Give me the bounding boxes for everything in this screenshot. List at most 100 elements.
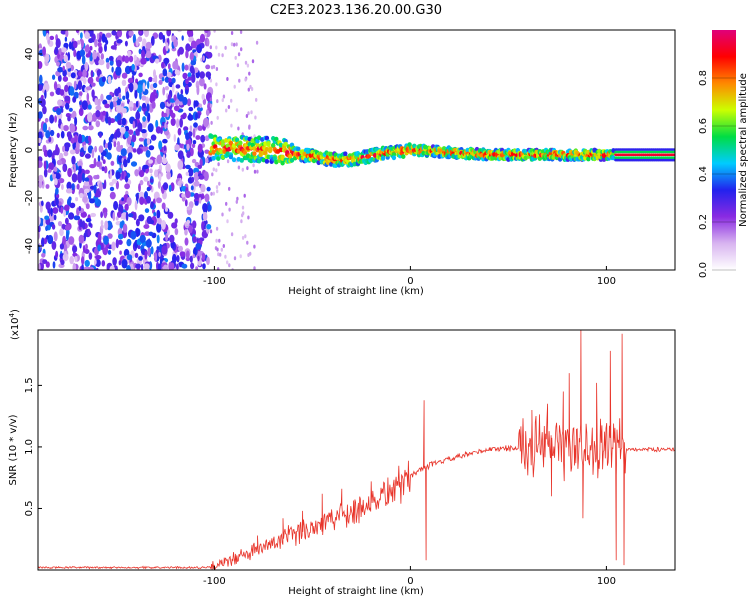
heatmap-cell (135, 218, 140, 227)
heatmap-cell (187, 72, 192, 78)
heatmap-cell (94, 259, 97, 265)
heatmap-cell (157, 263, 162, 270)
heatmap-cell (244, 234, 247, 239)
heatmap-cell (172, 253, 177, 264)
heatmap-cell (109, 91, 113, 97)
heatmap-cell (166, 171, 172, 180)
heatmap-cell (228, 263, 231, 268)
heatmap-cell (65, 30, 69, 38)
heatmap-cell (234, 137, 240, 143)
heatmap-cell (84, 31, 90, 39)
heatmap-cell (235, 42, 238, 47)
heatmap-cell (79, 219, 83, 228)
heatmap-cell (133, 54, 137, 61)
heatmap-cell (162, 86, 166, 96)
heatmap-cell (156, 197, 162, 204)
heatmap-cell (44, 215, 50, 221)
heatmap-cell (141, 95, 147, 101)
heatmap-cell (209, 78, 213, 83)
heatmap-cell (186, 151, 191, 158)
heatmap-cell (112, 96, 118, 102)
heatmap-cell (107, 249, 112, 255)
heatmap-cell (53, 166, 58, 172)
heatmap-cell (215, 45, 218, 50)
heatmap-cell (101, 110, 107, 116)
heatmap-cell (205, 108, 210, 117)
heatmap-cell (91, 89, 95, 98)
heatmap-cell (88, 222, 92, 227)
heatmap-cell (401, 154, 406, 160)
heatmap-cell (252, 151, 257, 157)
spectrogram-cells (38, 30, 675, 270)
colorbar-ticks: 0.0 0.2 0.4 0.6 0.8 (698, 70, 736, 278)
heatmap-cell (81, 256, 85, 265)
y-tick-label: 20 (24, 96, 35, 109)
heatmap-cell (247, 215, 250, 220)
heatmap-cell (138, 183, 141, 193)
heatmap-cell (224, 45, 227, 50)
heatmap-cell (78, 234, 85, 244)
heatmap-cell (138, 30, 142, 35)
heatmap-cell (228, 186, 231, 191)
heatmap-cell (58, 118, 62, 126)
heatmap-cell (170, 112, 176, 119)
heatmap-cell (246, 63, 250, 68)
heatmap-cell (253, 244, 256, 249)
heatmap-cell (105, 57, 110, 64)
heatmap-cell (172, 60, 179, 70)
heatmap-cell (228, 154, 234, 160)
heatmap-cell (193, 122, 198, 128)
heatmap-cell (102, 159, 106, 165)
heatmap-cell (152, 77, 157, 83)
heatmap-cell (127, 50, 132, 57)
heatmap-cell (213, 30, 216, 33)
heatmap-cell (241, 205, 245, 210)
heatmap-cell (107, 116, 112, 126)
snr-x-label: Height of straight line (km) (288, 586, 424, 597)
snr-y-multiplier: (x104) (8, 309, 21, 340)
heatmap-cell (117, 239, 123, 245)
heatmap-cell (206, 51, 213, 59)
heatmap-cell (215, 168, 218, 173)
heatmap-cell (236, 63, 240, 68)
heatmap-cell (78, 165, 82, 174)
heatmap-cell (162, 68, 168, 77)
heatmap-cell (193, 180, 200, 187)
heatmap-cell (198, 197, 202, 204)
heatmap-cell (91, 82, 96, 87)
heatmap-cell (147, 123, 154, 133)
heatmap-cell (193, 171, 199, 182)
heatmap-cell (187, 46, 193, 51)
heatmap-cell (248, 71, 251, 76)
heatmap-cell (53, 81, 58, 91)
heatmap-cell (188, 106, 194, 112)
snr-series-line (38, 330, 675, 570)
heatmap-cell (121, 197, 124, 202)
heatmap-cell (146, 196, 151, 204)
heatmap-cell (245, 114, 249, 118)
heatmap-cell (109, 101, 114, 110)
heatmap-cell (139, 179, 144, 186)
heatmap-cell (266, 141, 271, 146)
heatmap-cell (135, 38, 139, 47)
heatmap-cell (63, 42, 69, 49)
heatmap-cell (45, 261, 50, 268)
heatmap-cell (215, 185, 219, 190)
heatmap-cell (65, 188, 73, 194)
heatmap-cell (42, 46, 46, 56)
heatmap-cell (45, 184, 50, 189)
heatmap-cell (154, 252, 158, 262)
heatmap-cell (196, 85, 200, 96)
heatmap-cell (192, 143, 196, 149)
heatmap-cell (115, 238, 119, 249)
heatmap-cell (120, 148, 127, 157)
heatmap-cell (243, 193, 246, 198)
heatmap-cell (51, 241, 57, 250)
heatmap-cell (52, 74, 56, 80)
heatmap-cell (132, 82, 138, 91)
heatmap-cell (221, 212, 224, 217)
heatmap-cell (199, 71, 205, 79)
heatmap-cell (113, 200, 119, 211)
heatmap-cell (153, 211, 157, 217)
heatmap-cell (205, 157, 209, 163)
